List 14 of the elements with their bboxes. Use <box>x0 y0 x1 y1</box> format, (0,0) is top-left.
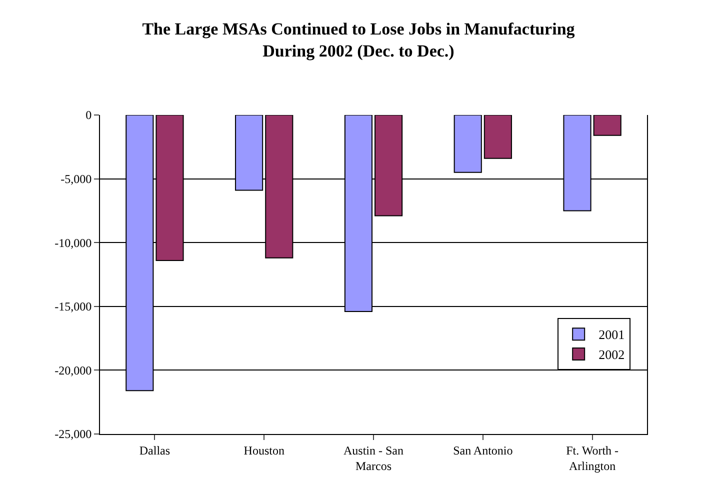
y-tick-label: 0 <box>86 108 92 122</box>
y-tick-label: -10,000 <box>54 236 92 250</box>
legend-label: 2002 <box>598 347 625 362</box>
x-tick-label: Dallas <box>139 443 170 458</box>
y-tick-label: -5,000 <box>60 172 92 186</box>
legend-label: 2001 <box>598 327 625 342</box>
y-tick-label: -20,000 <box>54 363 92 378</box>
x-tick-label: San Antonio <box>453 443 513 458</box>
y-tick-label: -15,000 <box>54 300 92 314</box>
x-tick-label: Ft. Worth - Arlington <box>566 443 619 473</box>
y-tick-label: -25,000 <box>54 427 92 442</box>
x-tick-label: Houston <box>244 443 284 458</box>
chart-title: The Large MSAs Continued to Lose Jobs in Manufacturing During 2002 (Dec. to Dec.) <box>142 19 576 61</box>
x-tick-label: Austin - San Marcos <box>344 443 404 473</box>
